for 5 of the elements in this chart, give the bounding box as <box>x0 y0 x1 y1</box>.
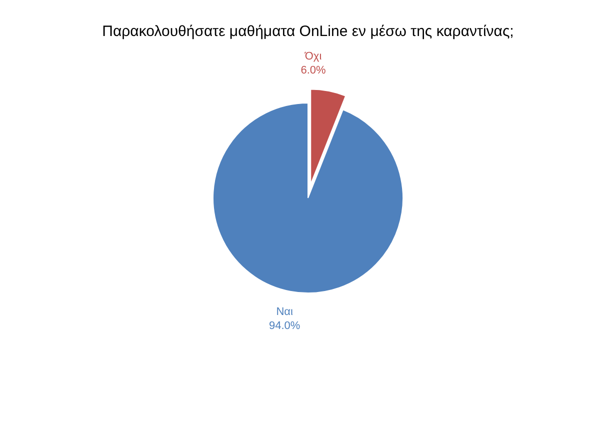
slice-label: Όχι <box>304 50 322 62</box>
data-label: 6.0% <box>300 64 326 76</box>
data-label: 94.0% <box>268 320 300 332</box>
chart-title: Παρακολουθήσατε μαθήματα OnLine εν μέσω της καραντίνας; <box>102 23 514 40</box>
slice-label: Ναι <box>276 306 294 318</box>
